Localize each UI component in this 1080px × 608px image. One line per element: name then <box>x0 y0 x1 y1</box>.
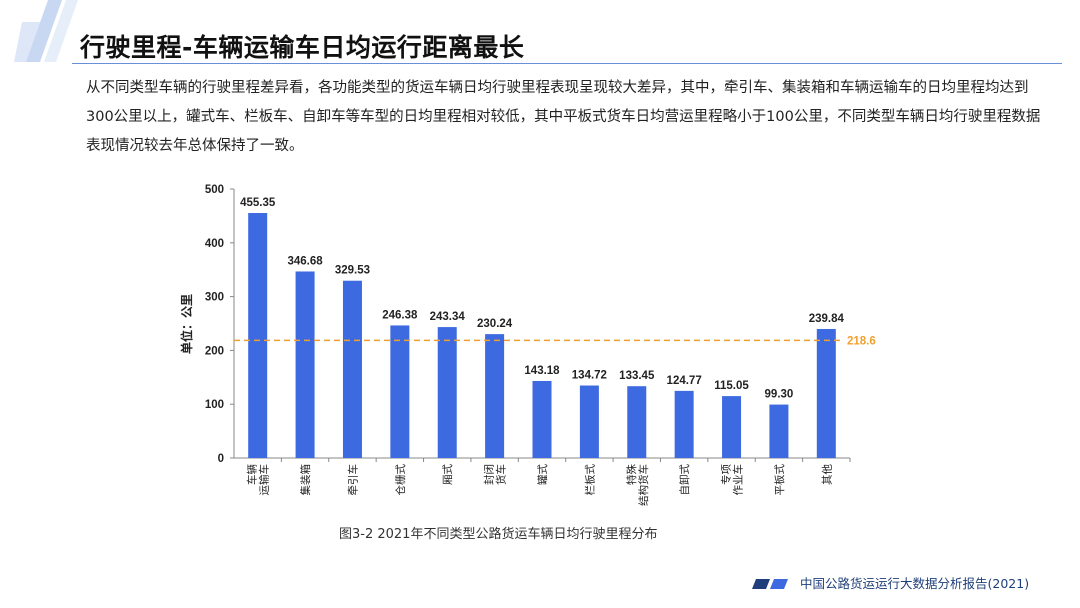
x-tick-label: 专项 作业车 <box>720 464 745 496</box>
x-tick-label-line: 专项 <box>720 464 733 485</box>
y-tick-label: 100 <box>205 399 224 411</box>
y-tick-label: 0 <box>218 453 224 465</box>
footer-report-title: 中国公路货运运行大数据分析报告(2021) <box>800 576 1030 591</box>
bar-value-label: 134.72 <box>572 370 607 382</box>
bar <box>342 280 362 458</box>
y-axis-label: 单位：公里 <box>179 294 194 354</box>
bar <box>248 213 268 458</box>
x-tick-label: 罐式 <box>536 464 549 485</box>
title-divider <box>72 63 1062 64</box>
x-tick-label-line: 作业车 <box>732 464 745 496</box>
bar-value-label: 455.35 <box>240 197 276 209</box>
bar-value-label: 115.05 <box>714 380 749 392</box>
bar-value-label: 99.30 <box>765 389 794 401</box>
y-tick-label: 200 <box>205 345 224 357</box>
x-tick-label-line: 封闭 <box>483 464 496 485</box>
bar-value-label: 329.53 <box>335 265 370 277</box>
bar <box>816 328 836 458</box>
bar <box>532 380 552 458</box>
y-tick-label: 400 <box>205 238 224 250</box>
x-tick-label-line: 仓栅式 <box>394 464 407 496</box>
bar <box>437 327 457 458</box>
bar-value-label: 230.24 <box>477 318 513 330</box>
x-tick-label-line: 运输车 <box>258 464 271 496</box>
page-title: 行驶里程-车辆运输车日均运行距离最长 <box>80 33 525 62</box>
x-tick-label: 封闭 货车 <box>483 464 508 485</box>
x-tick-label-line: 其他 <box>820 464 833 485</box>
x-tick-label: 仓栅式 <box>394 464 407 496</box>
bar-value-label: 133.45 <box>619 370 655 382</box>
description-text: 从不同类型车辆的行驶里程差异看，各功能类型的货运车辆日均行驶里程表现呈现较大差异… <box>86 80 1041 154</box>
x-tick-label: 栏板式 <box>583 464 596 496</box>
bar-value-label: 346.68 <box>287 255 323 267</box>
footer-logo-bars <box>752 579 788 589</box>
x-tick-label-line: 自卸式 <box>678 464 691 496</box>
x-tick-label: 平板式 <box>773 464 786 496</box>
x-tick-label: 其他 <box>820 464 833 485</box>
x-tick-label-line: 平板式 <box>773 464 786 496</box>
bar-value-label: 143.18 <box>524 365 560 377</box>
x-tick-label-line: 结构货车 <box>637 464 650 506</box>
chart-caption: 图3-2 2021年不同类型公路货运车辆日均行驶里程分布 <box>339 527 658 542</box>
y-tick-label: 500 <box>205 184 224 196</box>
x-tick-label: 特殊 结构货车 <box>625 464 650 506</box>
bar <box>485 334 505 458</box>
bar-value-label: 246.38 <box>382 309 418 321</box>
x-tick-label-line: 牵引车 <box>346 464 359 496</box>
x-tick-label: 集装箱 <box>299 464 312 496</box>
bar-value-label: 243.34 <box>430 311 466 323</box>
x-tick-label: 自卸式 <box>678 464 691 496</box>
bar <box>295 271 315 458</box>
average-reference-label: 218.6 <box>847 335 876 347</box>
bar-value-label: 239.84 <box>809 313 845 325</box>
bar <box>674 390 694 458</box>
x-tick-label-line: 车辆 <box>246 464 259 485</box>
y-tick-label: 300 <box>205 292 224 304</box>
bar <box>722 396 742 458</box>
bar-value-label: 124.77 <box>667 375 702 387</box>
x-tick-label-line: 厢式 <box>441 464 454 485</box>
bar <box>769 404 789 458</box>
x-tick-label-line: 罐式 <box>536 464 549 485</box>
bar <box>579 385 599 458</box>
x-tick-label-line: 集装箱 <box>299 464 312 496</box>
x-tick-label: 厢式 <box>441 464 454 485</box>
x-tick-label: 车辆 运输车 <box>246 464 271 496</box>
x-tick-label-line: 特殊 <box>625 464 638 485</box>
corner-decoration <box>14 0 78 62</box>
x-tick-label-line: 栏板式 <box>583 464 596 496</box>
bar <box>627 386 647 458</box>
x-tick-label-line: 货车 <box>495 464 508 485</box>
x-tick-label: 牵引车 <box>346 464 359 496</box>
bar <box>390 325 410 458</box>
